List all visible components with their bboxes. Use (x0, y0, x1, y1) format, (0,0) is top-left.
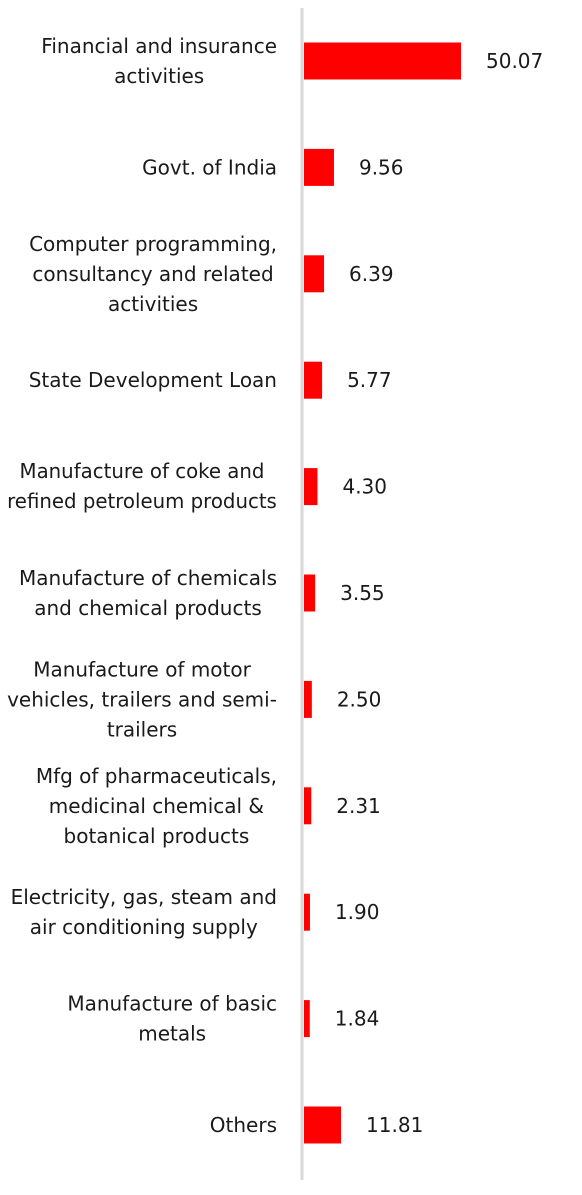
value-label: 50.07 (486, 49, 543, 73)
bar (304, 787, 312, 825)
bar (304, 893, 310, 931)
category-label: Financial and insurance activities (41, 34, 277, 88)
category-label: State Development Loan (29, 368, 277, 392)
category-label: Others (210, 1113, 277, 1137)
bar (304, 1000, 310, 1038)
value-label: 9.56 (359, 155, 404, 179)
category-label: Manufacture of chemicals and chemical pro… (19, 566, 277, 620)
value-label: 1.84 (335, 1007, 380, 1031)
bar (304, 1106, 342, 1144)
bar (304, 468, 318, 506)
category-label: Manufacture of coke and refined petroleum… (7, 460, 277, 513)
value-label: 1.90 (335, 900, 380, 924)
value-label: 6.39 (349, 262, 394, 286)
bar (304, 361, 323, 399)
category-label: Electricity, gas, steam and air condition… (11, 885, 277, 939)
bar (304, 574, 316, 612)
category-label: Manufacture of basic metals (67, 992, 277, 1046)
bar (304, 148, 334, 186)
value-label: 11.81 (366, 1113, 423, 1137)
value-label: 3.55 (340, 581, 385, 605)
category-label: Mfg of pharmaceuticals, medicinal chemica… (36, 764, 277, 848)
value-label: 2.50 (337, 687, 382, 711)
value-label: 2.31 (336, 794, 381, 818)
bar (304, 255, 325, 293)
category-label: Computer programming, consultancy and rel… (29, 232, 277, 316)
value-label: 5.77 (347, 368, 392, 392)
value-label: 4.30 (342, 475, 387, 499)
bar (304, 680, 312, 718)
category-label: Manufacture of motor vehicles, trailers a… (7, 657, 277, 741)
category-label: Govt. of India (142, 155, 277, 179)
bar (304, 42, 461, 80)
